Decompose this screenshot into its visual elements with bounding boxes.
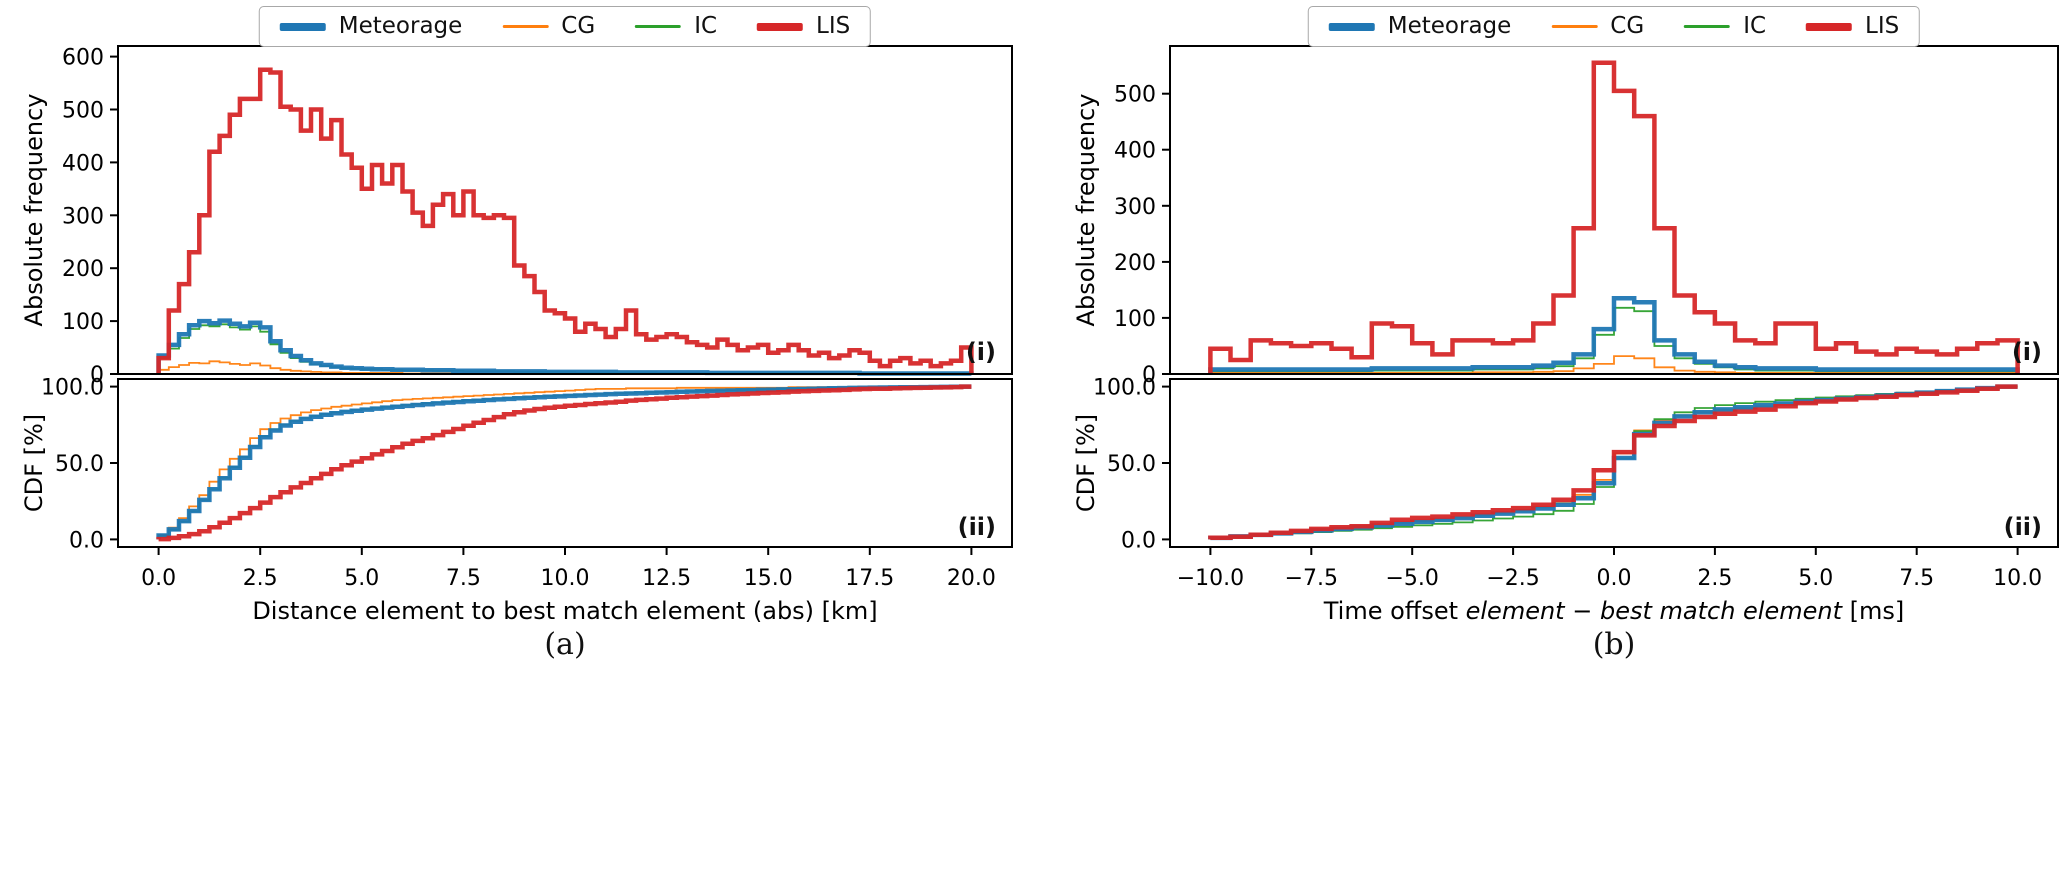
x-tick-label: −5.0 <box>1385 566 1438 591</box>
cdf-y-tick-label: 50.0 <box>1107 452 1156 477</box>
legend-line-swatch-ic <box>635 25 682 28</box>
hist-annotation: (i) <box>966 338 996 366</box>
legend-item-cg: CG <box>502 15 595 38</box>
hist-line-lis <box>1208 60 2020 374</box>
cdf-line-cg <box>157 385 972 540</box>
legend-item-meteorage: Meteorage <box>1328 13 1512 39</box>
legend-panel-b: Meteorage CG IC LIS <box>1307 6 1921 47</box>
legend-line-swatch-cg <box>1551 25 1598 28</box>
hist-y-tick-label: 0 <box>1142 363 1156 388</box>
cdf-y-tick-label: 50.0 <box>55 452 104 477</box>
cdf-y-axis-label: CDF [%] <box>20 414 48 512</box>
cdf-line-ic <box>157 385 972 540</box>
legend-item-meteorage: Meteorage <box>279 13 463 39</box>
hist-y-tick-label: 100 <box>1114 307 1156 332</box>
legend-item-ic: IC <box>1684 15 1766 38</box>
hist-y-axis-label: Absolute frequency <box>1072 94 1100 327</box>
cdf-annotation: (ii) <box>958 513 996 541</box>
cdf-y-tick-label: 0.0 <box>1121 528 1156 553</box>
x-tick-label: −2.5 <box>1486 566 1539 591</box>
hist-line-lis <box>156 67 974 374</box>
x-tick-label: 2.5 <box>1697 566 1732 591</box>
hist-y-tick-label: 400 <box>1114 139 1156 164</box>
legend-label: Meteorage <box>1387 13 1512 39</box>
hist-y-tick-label: 600 <box>62 46 104 71</box>
legend-item-lis: LIS <box>1806 15 1899 38</box>
hist-y-tick-label: 400 <box>62 151 104 176</box>
legend-label: LIS <box>1865 13 1900 39</box>
cdf-y-tick-label: 100.0 <box>41 376 104 401</box>
hist-y-tick-label: 200 <box>62 257 104 282</box>
cdf-y-axis-label: CDF [%] <box>1072 414 1100 512</box>
panel-a: 0 100 200 300 400 500 600 0.0 50.0 100.0 0.0 2.5 5.0… <box>20 45 1013 625</box>
legend-item-cg: CG <box>1551 15 1644 38</box>
legend-label: CG <box>1610 13 1645 39</box>
hist-y-tick-label: 500 <box>62 99 104 124</box>
x-tick-label: 12.5 <box>642 566 691 591</box>
hist-y-tick-label: 300 <box>62 204 104 229</box>
legend-label: Meteorage <box>338 13 463 39</box>
x-tick-label: 2.5 <box>243 566 278 591</box>
hist-y-tick-label: 500 <box>1114 83 1156 108</box>
cdf-line-lis <box>1208 384 2018 540</box>
caption-b: (b) <box>1592 627 1636 662</box>
legend-line-swatch-meteorage <box>279 22 326 31</box>
hist-y-axis-label: Absolute frequency <box>20 94 48 327</box>
hist-y-tick-label: 300 <box>1114 195 1156 220</box>
x-tick-label: 7.5 <box>1899 566 1934 591</box>
cdf-line-lis <box>156 384 972 542</box>
hist-y-tick-label: 0 <box>90 363 104 388</box>
caption-a: (a) <box>544 627 586 662</box>
legend-label: CG <box>561 13 596 39</box>
x-tick-label: −7.5 <box>1285 566 1338 591</box>
hist-y-tick-label: 200 <box>1114 251 1156 276</box>
legend-item-ic: IC <box>635 15 717 38</box>
x-tick-label: 10.0 <box>541 566 590 591</box>
cdf-y-tick-label: 100.0 <box>1093 376 1156 401</box>
panel-b-hist-series <box>1208 60 2020 374</box>
x-tick-label: 20.0 <box>947 566 996 591</box>
legend-panel-a: Meteorage CG IC LIS <box>258 6 872 47</box>
x-tick-label: 0.0 <box>141 566 176 591</box>
legend-line-swatch-lis <box>1806 22 1853 31</box>
panel-b-cdf-series <box>1208 384 2018 541</box>
x-tick-label: 0.0 <box>1597 566 1632 591</box>
x-tick-label: 5.0 <box>1798 566 1833 591</box>
hist-line-cg <box>1209 355 2019 374</box>
legend-line-swatch-meteorage <box>1328 22 1375 31</box>
cdf-line-meteorage <box>156 384 972 540</box>
legend-label: IC <box>694 13 718 39</box>
x-tick-label: 7.5 <box>446 566 481 591</box>
x-tick-label: 15.0 <box>744 566 793 591</box>
x-tick-label: 5.0 <box>344 566 379 591</box>
hist-annotation: (i) <box>2012 338 2042 366</box>
x-axis-label: Time offset element − best match element… <box>1323 597 1905 625</box>
legend-label: IC <box>1743 13 1767 39</box>
legend-item-lis: LIS <box>757 15 850 38</box>
cdf-annotation: (ii) <box>2004 513 2042 541</box>
panel-b: 0 100 200 300 400 500 0.0 50.0 100.0 −10.0 −7.5 −5.… <box>1072 45 2059 625</box>
legend-line-swatch-ic <box>1684 25 1731 28</box>
hist-line-meteorage <box>156 318 974 376</box>
x-axis-label: Distance element to best match element (… <box>252 597 877 625</box>
hist-line-meteorage <box>1208 296 2020 374</box>
x-tick-label: 17.5 <box>845 566 894 591</box>
legend-label: LIS <box>816 13 851 39</box>
panel-a-cdf-series <box>156 384 972 542</box>
x-tick-label: −10.0 <box>1177 566 1244 591</box>
panel-a-hist-series <box>156 67 974 376</box>
cdf-y-tick-label: 0.0 <box>69 528 104 553</box>
legend-line-swatch-cg <box>502 25 549 28</box>
x-tick-label: 10.0 <box>1993 566 2042 591</box>
legend-line-swatch-lis <box>757 22 804 31</box>
hist-y-tick-label: 100 <box>62 310 104 335</box>
